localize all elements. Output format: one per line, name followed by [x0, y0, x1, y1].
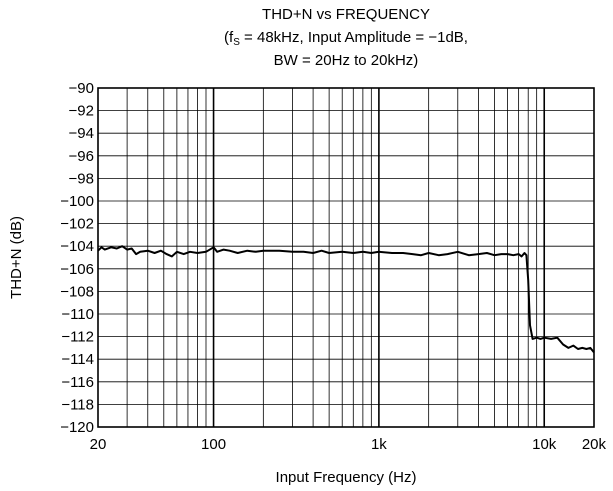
y-tick-label: −98 — [69, 170, 94, 187]
y-tick-label: −100 — [60, 193, 94, 210]
y-tick-label: −116 — [61, 374, 94, 391]
subtitle-subscript: S — [233, 37, 240, 48]
y-axis-ticks: −90 −92 −94 −96 −98 −100 −102 −104 −106 −108 −110 −… — [60, 80, 94, 436]
series-line — [97, 245, 595, 354]
y-tick-label: −92 — [69, 103, 94, 120]
y-tick-label: −114 — [61, 351, 94, 368]
y-tick-label: −112 — [61, 329, 94, 346]
y-tick-label: −90 — [69, 80, 94, 97]
subtitle-suffix: = 48kHz, Input Amplitude = −1dB, — [239, 29, 468, 46]
chart-subtitle-line-2: BW = 20Hz to 20kHz) — [273, 52, 419, 69]
x-tick-label: 100 — [201, 436, 226, 453]
subtitle-prefix: (f — [224, 29, 234, 46]
y-tick-label: −94 — [69, 125, 94, 142]
y-tick-label: −102 — [60, 216, 94, 233]
y-tick-label: −118 — [61, 396, 94, 413]
y-tick-label: −108 — [60, 283, 94, 300]
chart-subtitle-line-1: (fS = 48kHz, Input Amplitude = −1dB, — [98, 29, 594, 52]
x-axis-ticks: 20 100 1k 10k 20k — [90, 436, 607, 453]
minor-gridlines — [126, 88, 538, 427]
x-axis-label: Input Frequency (Hz) — [276, 469, 417, 486]
y-tick-label: −106 — [60, 261, 94, 278]
y-axis-label: THD+N (dB) — [8, 216, 25, 299]
y-tick-label: −110 — [61, 306, 94, 323]
x-tick-label: 20k — [582, 436, 607, 453]
major-gridlines — [98, 87, 594, 428]
y-tick-label: −104 — [60, 238, 94, 255]
x-tick-label: 20 — [90, 436, 107, 453]
y-tick-label: −96 — [69, 148, 94, 165]
y-tick-label: −120 — [60, 419, 94, 436]
chart-title: THD+N vs FREQUENCY — [262, 6, 430, 23]
series-layer — [97, 245, 595, 354]
x-tick-label: 1k — [371, 436, 387, 453]
x-tick-label: 10k — [532, 436, 557, 453]
plot-frame — [97, 87, 595, 428]
